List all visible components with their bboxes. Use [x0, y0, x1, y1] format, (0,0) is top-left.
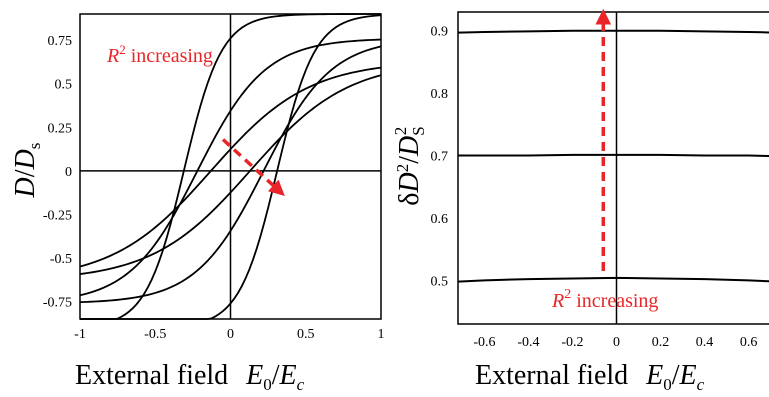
- increase-arrow: [221, 138, 285, 197]
- x-tick-label: 1: [378, 327, 385, 342]
- hysteresis-loop-1-upper: [79, 66, 382, 268]
- x-axis-label-right: External field E0/Ec: [475, 360, 705, 394]
- x-tick-label: 0: [613, 335, 620, 350]
- y-tick-label: 0: [65, 165, 72, 180]
- y-tick-label: 0.25: [48, 121, 73, 136]
- y-axis-label-left: D/Ds: [10, 143, 44, 199]
- y-tick-label: 0.7: [431, 150, 449, 165]
- hysteresis-loop-3-upper: [80, 13, 381, 320]
- x-axis-label-left: External field E0/Ec: [75, 360, 305, 394]
- x-tick-label: 0.4: [696, 335, 714, 350]
- hysteresis-loop-3-lower: [80, 14, 382, 320]
- x-tick-label: 0: [227, 327, 234, 342]
- y-tick-label: -0.25: [43, 208, 72, 223]
- y-tick-label: 0.9: [431, 25, 449, 40]
- x-tick-label: -1: [74, 327, 86, 342]
- x-tick-label: -0.6: [473, 335, 495, 350]
- x-tick-label: -0.4: [517, 335, 539, 350]
- hysteresis-loops: [79, 13, 382, 320]
- chart-right: -0.6 -0.4 -0.2 0 0.2 0.4 0.6 0.9 0.8 0.7 0.6 0.5 R2…: [391, 8, 769, 394]
- y-tick-label: 0.6: [431, 212, 449, 227]
- annotation-right: R2 increasing: [551, 287, 658, 312]
- y-tick-label: -0.5: [50, 252, 72, 267]
- tick-labels-left: -1 -0.5 0 0.5 1 0.75 0.5 0.25 0 -0.25 -0.5 -0.75: [43, 34, 385, 342]
- arrow-left: [221, 138, 285, 197]
- series-line-2: [458, 153, 769, 157]
- x-tick-label: 0.6: [740, 335, 758, 350]
- fluctuation-curves: [457, 29, 769, 283]
- x-tick-label: 0.2: [652, 335, 670, 350]
- chart-left: -1 -0.5 0 0.5 1 0.75 0.5 0.25 0 -0.25 -0.5 -0.75 R2…: [10, 13, 385, 394]
- y-tick-label: -0.75: [43, 296, 72, 311]
- tick-labels-right: -0.6 -0.4 -0.2 0 0.2 0.4 0.6 0.9 0.8 0.7 0.6 0.5: [431, 25, 758, 350]
- series-line-1: [457, 29, 769, 34]
- y-tick-label: 0.75: [48, 34, 73, 49]
- annotation-left: R2 increasing: [106, 42, 213, 67]
- zero-axes-left: [80, 14, 381, 319]
- series-line-3: [457, 276, 769, 283]
- x-tick-label: -0.5: [144, 327, 166, 342]
- y-tick-label: 0.5: [431, 274, 449, 289]
- y-tick-label: 0.8: [431, 87, 449, 102]
- hysteresis-loop-1-lower: [79, 74, 382, 275]
- hysteresis-loop-2-lower: [79, 45, 382, 304]
- x-tick-label: -0.2: [561, 335, 583, 350]
- y-tick-label: 0.5: [55, 78, 73, 93]
- y-axis-label-right: δD2/DS2: [391, 126, 428, 205]
- hysteresis-loop-2-upper: [79, 38, 382, 297]
- x-tick-label: 0.5: [297, 327, 315, 342]
